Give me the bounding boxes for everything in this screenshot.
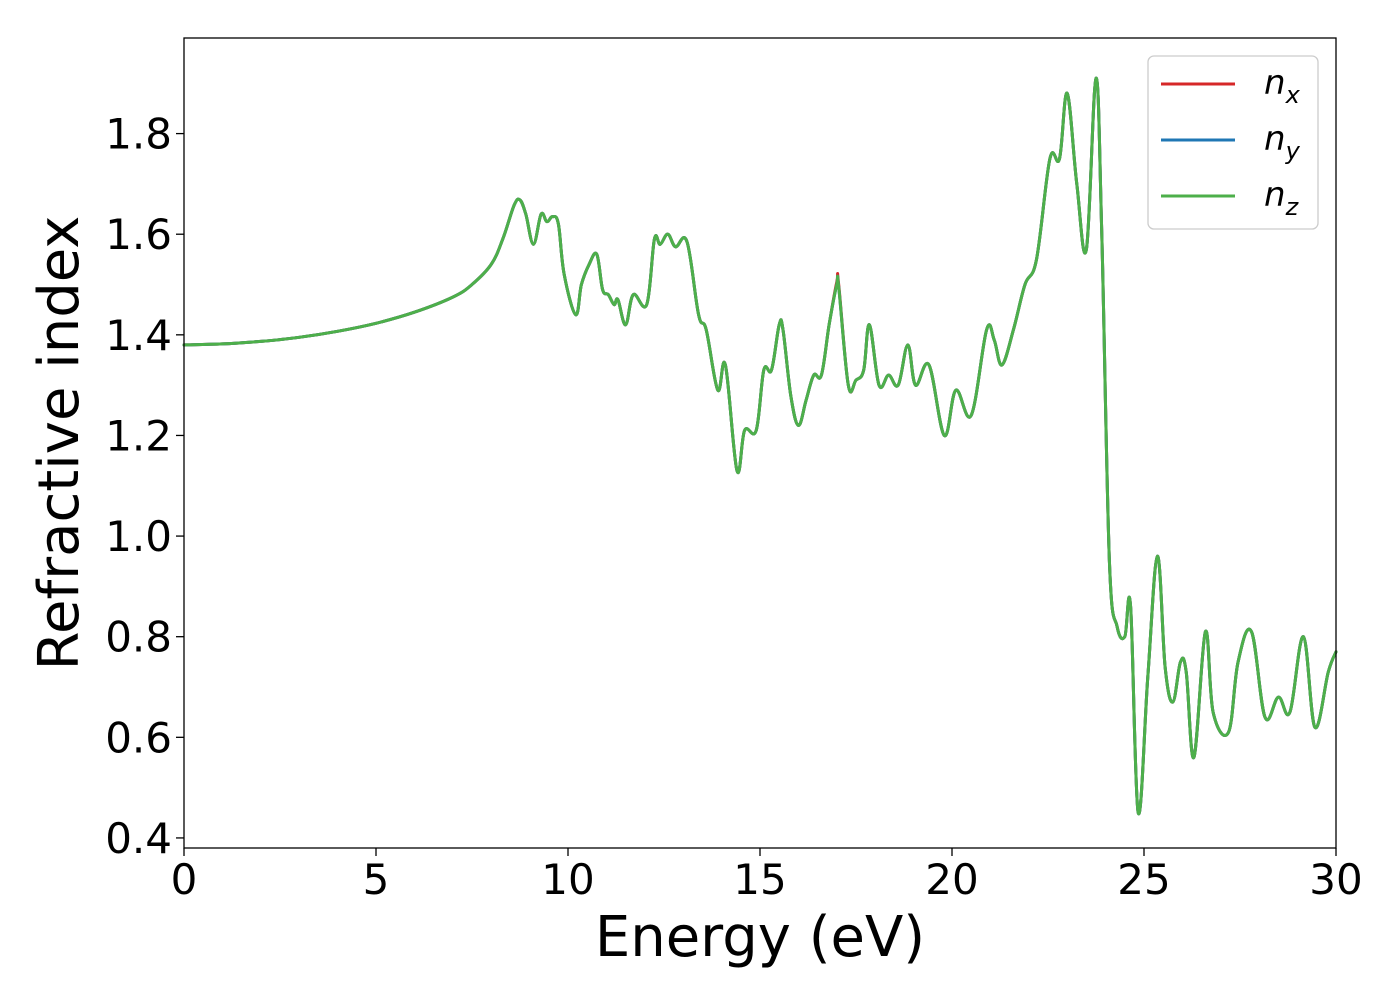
- y-axis-label: Refractive index: [27, 216, 92, 671]
- legend-box: [1147, 55, 1319, 230]
- legend-label-x: nx: [1264, 63, 1301, 109]
- y-tick-label: 1.4: [105, 311, 172, 360]
- y-tick-label: 0.4: [105, 814, 172, 863]
- x-tick-label: 20: [925, 855, 978, 904]
- x-tick-label: 0: [171, 855, 198, 904]
- y-tick-label: 1.2: [105, 411, 172, 460]
- y-axis-ticks: 0.4 0.6 0.8 1.0 1.2 1.4 1.6 1.8: [105, 110, 184, 863]
- x-axis-ticks: 0 5 10 15 20 25 30: [171, 848, 1363, 904]
- series-line-z: [182, 76, 1338, 816]
- y-tick-label: 0.8: [105, 613, 172, 662]
- legend-label-y: ny: [1264, 119, 1301, 165]
- x-tick-label: 5: [363, 855, 390, 904]
- y-tick-label: 1.0: [105, 512, 172, 561]
- series-layer: [182, 76, 1338, 816]
- x-axis-label: Energy (eV): [595, 905, 925, 970]
- y-tick-label: 1.8: [105, 110, 172, 159]
- x-tick-label: 25: [1117, 855, 1170, 904]
- x-tick-label: 30: [1309, 855, 1362, 904]
- y-tick-label: 1.6: [105, 210, 172, 259]
- legend-label-z: nz: [1264, 175, 1300, 221]
- y-tick-label: 0.6: [105, 713, 172, 762]
- x-tick-label: 15: [733, 855, 786, 904]
- x-tick-label: 10: [541, 855, 594, 904]
- legend: nx ny nz: [1147, 55, 1319, 230]
